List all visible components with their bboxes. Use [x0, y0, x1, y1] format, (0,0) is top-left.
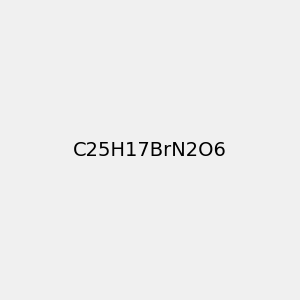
Text: C25H17BrN2O6: C25H17BrN2O6	[73, 140, 227, 160]
